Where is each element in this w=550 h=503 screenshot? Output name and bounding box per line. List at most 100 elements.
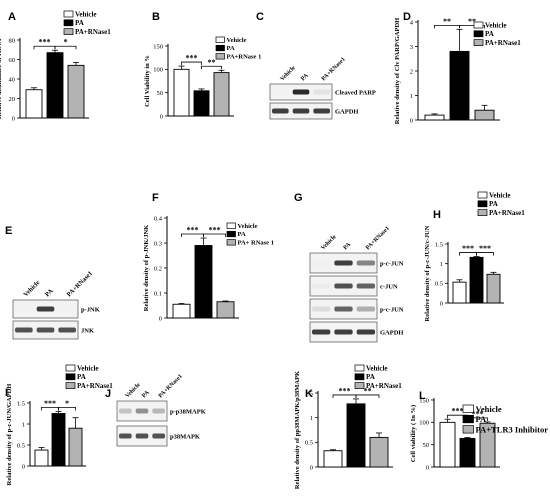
legend-swatch-1 [462,404,474,413]
legend-swatch-3 [477,209,488,216]
significance-bracket [459,24,485,29]
y-tick-label: 150 [153,43,163,50]
y-axis-label: Relative abundance of rRNA [0,39,3,120]
blot-band [58,306,76,312]
panel-letter: C [256,11,264,23]
panel-letter: G [294,192,303,204]
blot-band [313,108,330,114]
y-tick-label: 1.5 [17,400,25,407]
y-axis-label: Cell Viability in % [144,55,151,107]
bar-3 [213,72,230,117]
significance-bracket [201,65,222,70]
legend-swatch-3 [63,28,74,35]
blot-band [272,89,289,95]
y-tick-label: 4 [410,19,414,26]
blot-band [152,433,165,439]
y-tick-label: 0.4 [154,215,163,222]
blot-row-label: p-JNK [81,307,100,314]
y-tick-label: 0 [159,315,162,322]
chart-panel-d: D 0 1 2 3 4 Relative density of Clv PARP/GAPDH… [394,11,521,124]
legend-entry-2: PA [227,45,235,52]
lane-label: PA+RNase1 [365,226,391,252]
y-tick-label: 1 [440,261,443,268]
blot-band [356,283,375,289]
legend-swatch-2 [473,30,484,38]
significance-label: ** [468,17,476,26]
significance-label: *** [209,226,221,235]
y-axis-label: Cell viability ( In %) [410,405,417,462]
legend-swatch-1 [63,10,74,18]
y-tick-label: 50 [423,442,430,449]
bar-1 [173,68,190,117]
y-tick-label: 1 [410,93,413,100]
bar-2 [346,403,366,468]
chart-panel-i: I 0 0.5 1 1.5 Relative density of p-c-JUN/GAP… [5,364,113,485]
y-tick-label: 0.3 [154,240,162,247]
legend-swatch-1 [477,191,488,199]
significance-label: *** [479,244,491,253]
blot-panel-j: J Vehicle PA PA+RNase1 p-p38MAPK p38MAPK [105,374,206,447]
legend-swatch-2 [462,414,474,424]
panel-letter: H [433,209,441,221]
legend-entry-1: Vehicle [489,191,511,199]
y-tick-label: 1.5 [305,390,313,397]
legend-swatch-2 [226,230,236,238]
legend-entry-1: Vehicle [227,37,247,44]
y-tick-label: 0.2 [154,265,162,272]
y-tick-label: 0 [440,300,443,307]
legend-entry-3: PA+RNase1 [366,382,402,390]
blot-band [312,283,331,289]
legend-entry-2: PA [238,231,246,238]
significance-label: *** [44,399,56,408]
legend-entry-3: PA+RNase 1 [227,54,262,61]
y-tick-label: 0 [22,463,25,470]
lane-label: Vehicle [125,382,143,400]
legend-entry-1: Vehicle [77,364,99,372]
y-tick-label: 0.5 [305,440,313,447]
y-tick-label: 150 [419,397,429,404]
bar-1 [34,449,49,467]
y-axis-label: Relative density of p-JNK/JNK [143,225,150,311]
lane-label: PA+RNase1 [158,374,184,400]
blot-band [312,260,331,266]
panel-letter: L [419,390,426,402]
y-tick-label: 0 [410,117,413,124]
legend-swatch-3 [65,382,76,389]
blot-band [312,306,331,312]
blot-row-label: GAPDH [335,109,358,116]
panel-letter: A [8,11,16,23]
chart-panel-f: F 0 0.1 0.2 0.3 0.4 Relative density of p-JNK/… [143,192,274,322]
panel-letter: F [152,192,159,204]
significance-bracket [181,61,202,66]
y-tick-label: 100 [153,67,163,74]
blot-row-label: p-c-JUN [380,307,404,314]
blot-row-label: p-c-JUN [380,261,404,268]
legend-swatch-1 [354,364,365,372]
y-tick-label: 0.5 [17,442,25,449]
legend-swatch-3 [226,239,236,246]
legend-entry-3: PA+ RNase 1 [238,240,274,247]
bar-3 [486,273,501,304]
blot-band [36,327,55,333]
bar-1 [439,421,456,468]
bar-1 [452,281,467,304]
blot-band [356,306,375,312]
bar-1 [172,303,191,319]
legend-entry-3: PA+TLR3 Inhibitor [476,425,549,435]
legend-swatch-3 [354,382,365,389]
legend-swatch-1 [226,222,236,229]
legend-entry-3: PA+RNase1 [75,28,111,36]
legend-entry-3: PA+RNase1 [489,209,525,217]
blot-band [292,89,310,95]
lane-label: PA [141,389,151,399]
blot-band [15,327,33,333]
y-tick-label: 100 [419,420,429,427]
blot-band [272,108,289,114]
legend-entry-2: PA [485,30,494,38]
